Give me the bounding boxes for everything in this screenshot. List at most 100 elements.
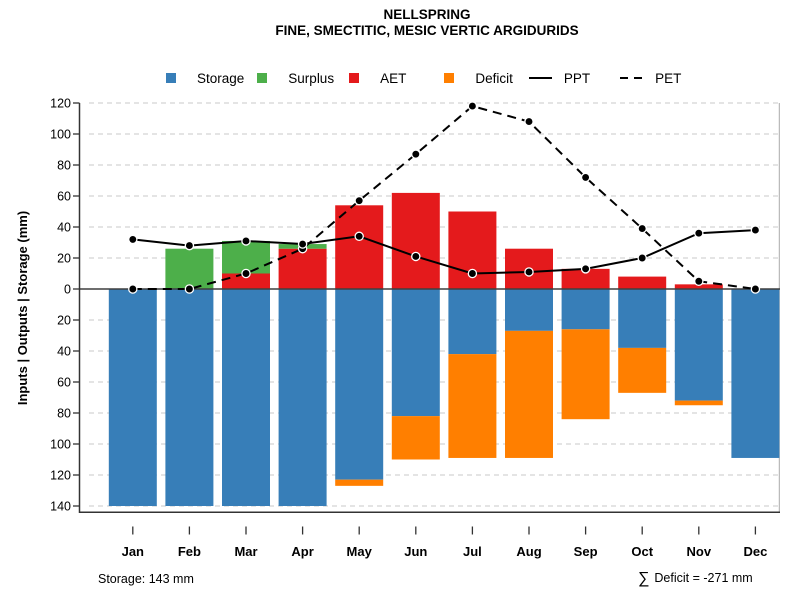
y-tick-label: 40 xyxy=(57,220,71,234)
storage-note: Storage: 143 mm xyxy=(98,572,194,586)
month-label-may: May xyxy=(347,544,373,559)
legend-item-aet: AET xyxy=(349,71,406,86)
bar-storage-jul xyxy=(448,289,497,355)
legend-label-surplus: Surplus xyxy=(288,70,335,86)
pet-line-sample xyxy=(620,77,644,79)
month-label-jan: Jan xyxy=(122,544,144,559)
legend-label-storage: Storage xyxy=(197,70,245,86)
y-tick-label: 80 xyxy=(57,406,71,420)
y-tick-label: 80 xyxy=(57,158,71,172)
y-tick-label: 60 xyxy=(57,375,71,389)
storage-swatch xyxy=(166,73,176,83)
legend-item-ppt: PPT xyxy=(528,70,591,86)
bar-aet-apr xyxy=(278,248,327,289)
ppt-point-aug xyxy=(524,267,534,277)
pet-point-jan xyxy=(128,284,138,294)
chart-title: NELLSPRING FINE, SMECTITIC, MESIC VERTIC… xyxy=(54,7,800,38)
bar-deficit-jul xyxy=(448,354,497,458)
pet-point-feb xyxy=(184,284,195,294)
ppt-point-may xyxy=(354,231,364,242)
ppt-point-nov xyxy=(694,228,704,238)
bar-deficit-aug xyxy=(505,330,553,458)
bar-storage-jan xyxy=(108,289,157,506)
aet-swatch xyxy=(349,73,360,83)
ppt-point-feb xyxy=(184,240,195,251)
pet-point-oct xyxy=(637,223,647,234)
y-axis-title: Inputs | Outputs | Storage (mm) xyxy=(15,211,30,405)
bar-deficit-oct xyxy=(618,347,667,393)
legend-item-deficit: Deficit xyxy=(444,71,513,86)
month-label-aug: Aug xyxy=(516,544,541,559)
legend-label-aet: AET xyxy=(380,70,407,86)
deficit-swatch xyxy=(444,73,455,83)
y-tick-label: 40 xyxy=(57,344,71,358)
bar-storage-feb xyxy=(165,289,214,506)
ppt-point-dec xyxy=(750,225,761,235)
y-tick-label: 140 xyxy=(50,499,71,513)
legend-label-pet: PET xyxy=(655,70,682,86)
y-tick-label: 100 xyxy=(50,127,71,141)
ppt-point-jun xyxy=(411,251,421,262)
pet-line xyxy=(132,104,756,290)
y-tick-label: 60 xyxy=(57,189,71,203)
month-label-apr: Apr xyxy=(291,544,313,559)
pet-point-jun xyxy=(411,149,421,159)
pet-point-mar xyxy=(241,268,251,279)
bar-storage-oct xyxy=(618,289,667,348)
legend-item-surplus: Surplus xyxy=(257,71,334,86)
ppt-point-mar xyxy=(241,236,251,246)
bar-aet-may xyxy=(335,205,384,289)
bar-surplus-mar xyxy=(222,240,270,274)
chart-title-line1: NELLSPRING xyxy=(383,7,471,22)
month-label-jul: Jul xyxy=(463,544,482,559)
ppt-point-oct xyxy=(637,253,647,263)
bar-surplus-feb xyxy=(165,248,214,289)
ppt-line-sample xyxy=(528,77,552,79)
month-label-jun: Jun xyxy=(404,544,427,559)
bar-aet-sep xyxy=(561,268,610,289)
sigma-symbol: ∑ xyxy=(638,570,650,587)
pet-point-may xyxy=(354,195,364,206)
pet-point-sep xyxy=(580,172,591,183)
ppt-point-jul xyxy=(467,268,478,279)
y-tick-label: 0 xyxy=(64,282,71,296)
bar-aet-mar xyxy=(222,273,270,289)
bar-storage-nov xyxy=(674,289,723,401)
y-tick-label: 20 xyxy=(57,251,71,265)
bar-deficit-may xyxy=(335,479,384,486)
legend-item-pet: PET xyxy=(620,71,681,86)
pet-point-aug xyxy=(524,116,534,127)
ppt-point-sep xyxy=(580,264,591,274)
bar-storage-may xyxy=(335,289,384,480)
month-label-dec: Dec xyxy=(743,544,767,559)
legend-label-deficit: Deficit xyxy=(475,70,513,86)
chart-legend: Storage Surplus AET Deficit PPT PET xyxy=(166,69,681,87)
month-label-oct: Oct xyxy=(631,544,653,559)
legend-label-ppt: PPT xyxy=(563,70,591,86)
ppt-line xyxy=(132,229,756,275)
bar-storage-jun xyxy=(391,289,440,417)
chart-title-line2: FINE, SMECTITIC, MESIC VERTIC ARGIDURIDS xyxy=(275,22,579,38)
y-tick-label: 120 xyxy=(50,468,71,482)
bar-storage-mar xyxy=(222,289,270,506)
bar-storage-sep xyxy=(561,289,610,330)
month-label-nov: Nov xyxy=(687,544,712,559)
bar-deficit-jun xyxy=(391,416,440,460)
deficit-sum-text: Deficit = -271 mm xyxy=(654,571,753,585)
bar-aet-oct xyxy=(618,276,667,289)
pet-point-dec xyxy=(750,284,761,294)
bar-storage-dec xyxy=(731,289,780,458)
surplus-swatch xyxy=(257,73,268,83)
y-tick-label: 100 xyxy=(50,437,71,451)
month-label-sep: Sep xyxy=(574,544,598,559)
bar-aet-jun xyxy=(391,192,440,289)
ppt-point-apr xyxy=(297,239,308,249)
month-label-feb: Feb xyxy=(178,544,201,559)
deficit-sum-note: ∑ Deficit = -271 mm xyxy=(638,569,753,587)
bar-storage-apr xyxy=(278,289,327,506)
legend-item-storage: Storage xyxy=(166,71,244,86)
bar-deficit-sep xyxy=(561,329,610,420)
y-tick-label: 120 xyxy=(50,96,71,110)
